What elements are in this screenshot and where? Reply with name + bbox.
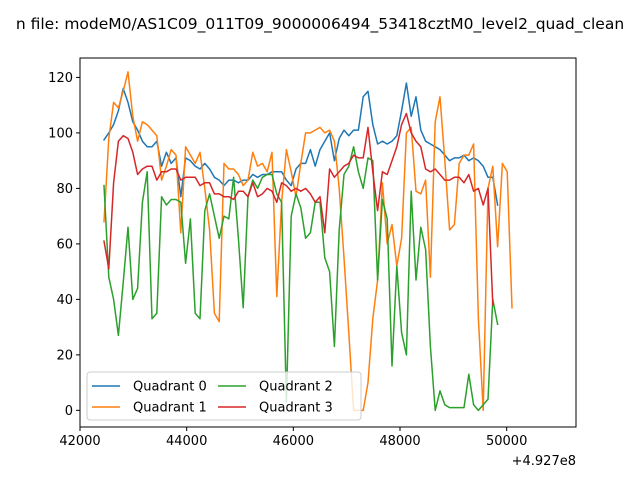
legend-label-quadrant-0: Quadrant 0 <box>133 380 207 395</box>
y-tick-label: 120 <box>48 71 73 86</box>
x-axis: 42000 44000 46000 48000 50000 <box>59 427 527 449</box>
y-tick-label: 20 <box>56 348 73 363</box>
x-tick-label: 42000 <box>59 434 100 449</box>
legend-label-quadrant-2: Quadrant 2 <box>259 380 333 395</box>
series-line-quadrant-3 <box>103 112 494 306</box>
series-lines <box>102 71 513 412</box>
chart-title: n file: modeM0/AS1C09_011T09_9000006494_… <box>16 15 624 34</box>
x-axis-offset-label: +4.927e8 <box>512 454 576 469</box>
series-line-quadrant-2 <box>103 146 499 412</box>
x-tick-label: 46000 <box>273 434 314 449</box>
y-tick-label: 100 <box>48 126 73 141</box>
y-tick-label: 60 <box>56 237 73 252</box>
y-tick-label: 80 <box>56 182 73 197</box>
y-tick-label: 0 <box>65 404 73 419</box>
legend-label-quadrant-1: Quadrant 1 <box>133 401 207 416</box>
series-line-quadrant-1 <box>103 71 513 412</box>
legend-label-quadrant-3: Quadrant 3 <box>259 401 333 416</box>
legend: Quadrant 0 Quadrant 1 Quadrant 2 Quadrant 3 <box>86 371 362 421</box>
x-tick-label: 48000 <box>379 434 420 449</box>
legend-box <box>86 371 362 421</box>
y-tick-label: 40 <box>56 293 73 308</box>
y-axis: 0 20 40 60 80 100 120 <box>48 71 80 419</box>
plot-frame <box>79 57 577 428</box>
x-tick-label: 44000 <box>166 434 207 449</box>
x-tick-label: 50000 <box>486 434 527 449</box>
